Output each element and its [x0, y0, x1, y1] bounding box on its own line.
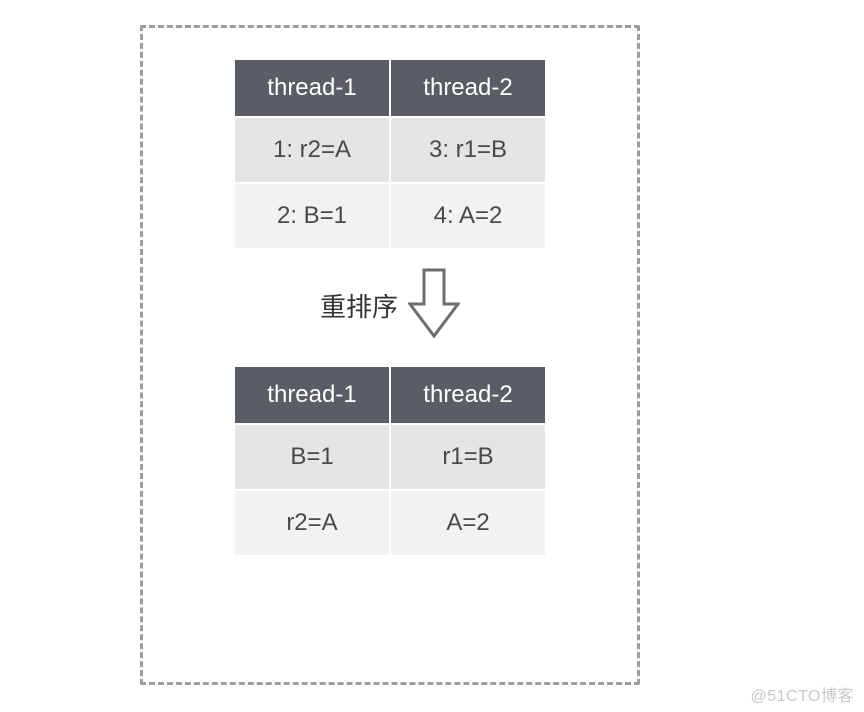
table-row: B=1 r1=B	[234, 424, 546, 490]
table-row: 1: r2=A 3: r1=B	[234, 117, 546, 183]
table-top-r1c0: 2: B=1	[234, 183, 390, 249]
table-bottom-r0c1: r1=B	[390, 424, 546, 490]
table-bottom-header-1: thread-2	[390, 366, 546, 424]
table-after-reorder: thread-1 thread-2 B=1 r1=B r2=A A=2	[233, 365, 547, 557]
table-bottom-header-0: thread-1	[234, 366, 390, 424]
table-top-header-1: thread-2	[390, 59, 546, 117]
table-top-header-0: thread-1	[234, 59, 390, 117]
table-bottom-r1c1: A=2	[390, 490, 546, 556]
reorder-arrow-row: 重排序	[320, 268, 460, 343]
diagram-inner: thread-1 thread-2 1: r2=A 3: r1=B 2: B=1…	[143, 28, 637, 557]
table-row: 2: B=1 4: A=2	[234, 183, 546, 249]
table-before-reorder: thread-1 thread-2 1: r2=A 3: r1=B 2: B=1…	[233, 58, 547, 250]
table-row: r2=A A=2	[234, 490, 546, 556]
table-bottom-r1c0: r2=A	[234, 490, 390, 556]
down-arrow-icon	[408, 268, 460, 343]
table-top-r0c0: 1: r2=A	[234, 117, 390, 183]
table-top-r0c1: 3: r1=B	[390, 117, 546, 183]
watermark-text: @51CTO博客	[750, 682, 854, 706]
dashed-container: thread-1 thread-2 1: r2=A 3: r1=B 2: B=1…	[140, 25, 640, 685]
reorder-label: 重排序	[320, 287, 398, 324]
table-bottom-r0c0: B=1	[234, 424, 390, 490]
table-top-r1c1: 4: A=2	[390, 183, 546, 249]
